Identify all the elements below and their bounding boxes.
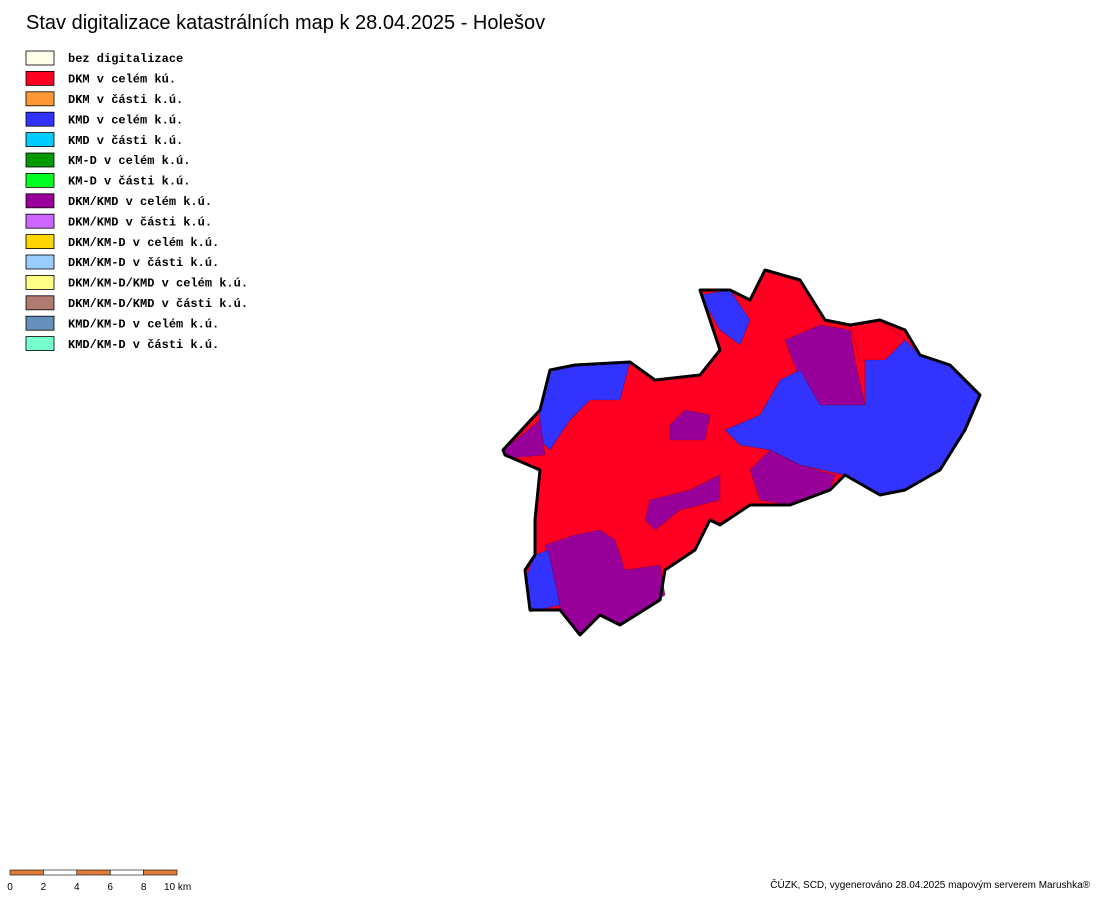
legend-swatch <box>25 234 55 250</box>
scale-segment <box>9 869 44 876</box>
region <box>644 474 721 531</box>
legend-label: KM-D v celém k.ú. <box>68 154 190 168</box>
scale-bar: 0 2 4 6 8 10 km <box>7 869 191 893</box>
legend-swatch <box>25 111 55 127</box>
legend-swatch <box>25 295 55 311</box>
scale-segment <box>76 869 111 876</box>
region <box>669 409 711 441</box>
map-title: Stav digitalizace katastrálních map k 28… <box>26 12 545 34</box>
legend-swatch <box>25 193 55 209</box>
legend-label: DKM/KMD v části k.ú. <box>68 215 212 229</box>
scale-label: 2 <box>41 882 47 893</box>
legend-swatch <box>25 50 55 66</box>
scale-label: 8 <box>141 882 147 893</box>
legend-label: KMD/KM-D v celém k.ú. <box>68 317 219 331</box>
legend-swatch <box>25 274 55 290</box>
legend-swatch <box>25 336 55 352</box>
legend-swatch <box>25 91 55 107</box>
legend-swatch <box>25 132 55 148</box>
scale-label: 10 km <box>164 882 191 893</box>
scale-label: 6 <box>107 882 113 893</box>
scale-segment <box>143 869 178 876</box>
legend-label: DKM/KM-D/KMD v celém k.ú. <box>68 277 248 291</box>
legend-label: KMD/KM-D v části k.ú. <box>68 338 219 352</box>
scale-label: 4 <box>74 882 80 893</box>
legend: bez digitalizace DKM v celém kú. DKM v čás… <box>25 50 248 352</box>
legend-swatch <box>25 172 55 188</box>
scale-segment <box>109 869 144 876</box>
footer: ČÚZK, SCD, vygenerováno 28.04.2025 mapov… <box>770 878 1090 891</box>
legend-label: DKM/KMD v celém k.ú. <box>68 195 212 209</box>
legend-label: DKM v části k.ú. <box>68 93 183 107</box>
legend-label: DKM/KM-D v části k.ú. <box>68 256 219 270</box>
legend-label: KMD v části k.ú. <box>68 134 183 148</box>
legend-swatch <box>25 315 55 331</box>
legend-swatch <box>25 254 55 270</box>
legend-label: DKM/KM-D/KMD v části k.ú. <box>68 297 248 311</box>
legend-swatch <box>25 152 55 168</box>
scale-label: 0 <box>7 882 13 893</box>
legend-label: bez digitalizace <box>68 52 183 66</box>
legend-label: KMD v celém k.ú. <box>68 113 183 127</box>
legend-label: KM-D v části k.ú. <box>68 175 190 189</box>
region <box>749 449 836 506</box>
legend-label: DKM v celém kú. <box>68 73 176 87</box>
map <box>501 268 982 637</box>
legend-swatch <box>25 213 55 229</box>
legend-label: DKM/KM-D v celém k.ú. <box>68 236 219 250</box>
scale-segment <box>43 869 78 876</box>
district-outline <box>501 268 982 637</box>
legend-swatch <box>25 71 55 86</box>
